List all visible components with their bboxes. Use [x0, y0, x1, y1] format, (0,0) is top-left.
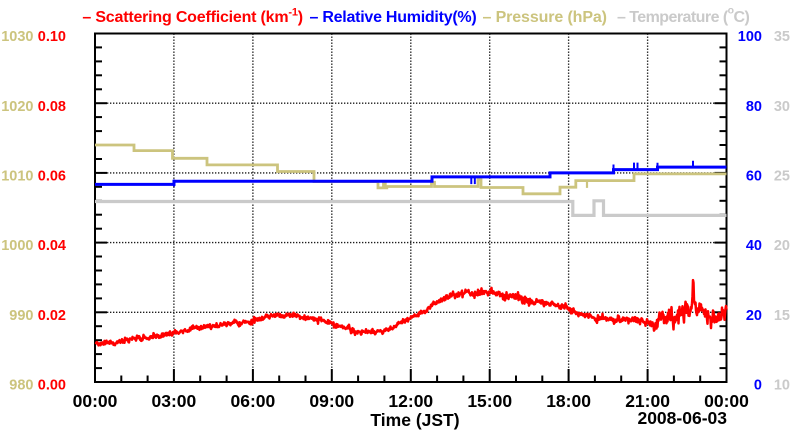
- svg-text:10: 10: [774, 378, 790, 394]
- svg-text:0: 0: [754, 378, 762, 394]
- svg-text:35: 35: [774, 29, 790, 45]
- svg-text:00:00: 00:00: [73, 391, 118, 411]
- svg-text:0.08: 0.08: [38, 99, 66, 115]
- svg-text:1010: 1010: [1, 169, 33, 185]
- svg-text:0.02: 0.02: [38, 308, 66, 324]
- svg-text:– Relative Humidity(%): – Relative Humidity(%): [310, 9, 477, 26]
- svg-text:100: 100: [738, 29, 762, 45]
- svg-text:21:00: 21:00: [625, 391, 670, 411]
- svg-text:0.00: 0.00: [38, 378, 66, 394]
- svg-text:09:00: 09:00: [309, 391, 354, 411]
- svg-text:25: 25: [774, 169, 790, 185]
- svg-text:– Pressure (hPa): – Pressure (hPa): [483, 9, 607, 26]
- svg-text:20: 20: [746, 308, 762, 324]
- svg-text:0.06: 0.06: [38, 169, 66, 185]
- svg-text:Time (JST): Time (JST): [370, 410, 459, 430]
- svg-text:40: 40: [746, 238, 762, 254]
- svg-text:0.10: 0.10: [38, 29, 66, 45]
- svg-text:60: 60: [746, 169, 762, 185]
- svg-text:20: 20: [774, 238, 790, 254]
- svg-text:80: 80: [746, 99, 762, 115]
- svg-text:990: 990: [9, 308, 33, 324]
- svg-text:1020: 1020: [1, 99, 33, 115]
- svg-text:18:00: 18:00: [546, 391, 591, 411]
- svg-text:– Scattering Coefficient (km-1: – Scattering Coefficient (km-1): [82, 6, 303, 26]
- svg-text:– Temperature (oC): – Temperature (oC): [617, 4, 749, 26]
- svg-text:980: 980: [9, 378, 33, 394]
- svg-text:1000: 1000: [1, 238, 33, 254]
- svg-text:12:00: 12:00: [388, 391, 433, 411]
- svg-text:30: 30: [774, 99, 790, 115]
- svg-text:1030: 1030: [1, 29, 33, 45]
- svg-text:0.04: 0.04: [38, 238, 66, 254]
- svg-text:15:00: 15:00: [467, 391, 512, 411]
- svg-text:15: 15: [774, 308, 790, 324]
- svg-text:2008-06-03: 2008-06-03: [637, 408, 727, 428]
- svg-text:00:00: 00:00: [704, 391, 749, 411]
- svg-text:03:00: 03:00: [152, 391, 197, 411]
- svg-text:06:00: 06:00: [231, 391, 276, 411]
